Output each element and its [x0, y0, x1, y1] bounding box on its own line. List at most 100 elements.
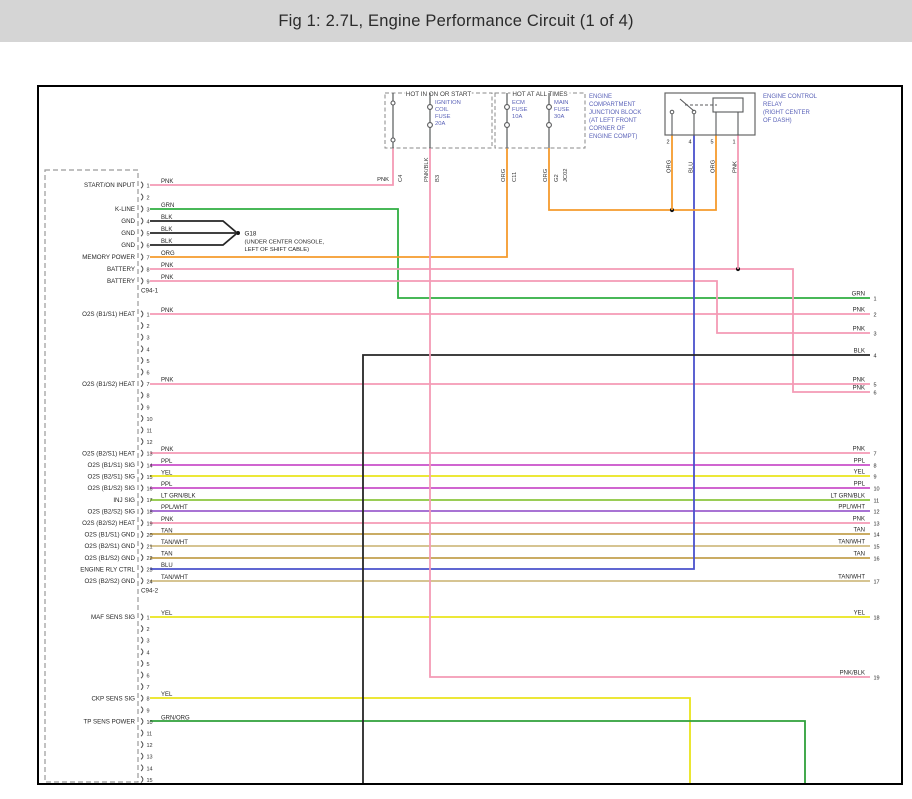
pin-number: 15	[147, 475, 153, 481]
pin-bracket	[140, 683, 144, 691]
pin-bracket	[140, 764, 144, 772]
pin-number: 21	[147, 545, 153, 551]
pin-bracket	[140, 277, 144, 285]
wire-ground-feed	[362, 354, 870, 783]
drop-wire-color-label: ORG	[543, 168, 549, 182]
edge-wire-number: 2	[874, 313, 877, 319]
wire-main-fuse-feed	[548, 135, 717, 211]
pin-label: O2S (B2/S1) GND	[84, 543, 135, 550]
pin-bracket	[140, 577, 144, 585]
figure-title-bar: Fig 1: 2.7L, Engine Performance Circuit …	[0, 0, 912, 42]
fuse-label: FUSE	[435, 114, 451, 120]
wire-color-label: YEL	[161, 692, 173, 698]
relay-label: ENGINE CONTROL	[763, 94, 818, 100]
pin-number: 8	[147, 697, 150, 703]
pin-number: 3	[147, 208, 150, 214]
pin-bracket	[140, 426, 144, 434]
edge-wire-color-label: TAN/WHT	[838, 540, 865, 546]
pin-label: O2S (B1/S2) GND	[84, 555, 135, 562]
edge-wire-color-label: PNK	[853, 327, 865, 333]
pin-number: 4	[147, 650, 150, 656]
wire-color-label: TAN	[161, 552, 173, 558]
pin-label: BATTERY	[107, 266, 135, 273]
wiring-diagram-canvas: GRN 1 PNK 2 PNK 3 BLK 4 PNK 5 PNK 6 PNK 7 PPL 8 YEL 9 PPL 1…	[37, 85, 903, 785]
pin-number: 5	[147, 359, 150, 365]
fuse-label: ECM	[512, 100, 525, 106]
pin-bracket	[140, 265, 144, 273]
link-terminal	[390, 100, 396, 106]
relay-contact	[669, 109, 675, 115]
relay-pin-number: 4	[688, 140, 691, 146]
edge-wire-color-label: TAN/WHT	[838, 575, 865, 581]
pin-number: 23	[147, 568, 153, 574]
pin-number: 20	[147, 533, 153, 539]
pin-number: 2	[147, 196, 150, 202]
wire-color-label: PNK	[161, 378, 173, 384]
pin-label: O2S (B1/S1) GND	[84, 532, 135, 539]
pin-number: 5	[147, 232, 150, 238]
pin-label: MEMORY POWER	[82, 254, 135, 261]
relay-pin-number: 1	[732, 140, 735, 146]
edge-wire-color-label: BLK	[854, 349, 865, 355]
pin-bracket	[140, 729, 144, 737]
wire-ign-coil-feed	[429, 148, 870, 678]
wire-k-line	[150, 208, 870, 299]
edge-wire-color-label: YEL	[854, 470, 866, 476]
bus-label: HOT IN ON OR START	[406, 91, 472, 98]
pin-number: 8	[147, 394, 150, 400]
pin-label: O2S (B2/S2) HEAT	[82, 520, 135, 527]
wire-color-label: BLK	[161, 239, 172, 245]
pin-number: 11	[147, 429, 153, 435]
wire-color-label: TAN	[161, 528, 173, 534]
pin-number: 13	[147, 755, 153, 761]
wire-color-label: TAN/WHT	[161, 575, 188, 581]
edge-wire-color-label: PPL	[854, 459, 866, 465]
relay-pin-color-label: PNK	[733, 161, 739, 173]
drop-connector-id: C11	[512, 172, 518, 182]
fuse-label: MAIN	[554, 100, 569, 106]
pin-bracket	[140, 694, 144, 702]
pin-bracket	[140, 717, 144, 725]
fuse-label: IGNITION	[435, 100, 461, 106]
wire-color-label: GRN/ORG	[161, 715, 190, 721]
pin-label: K-LINE	[115, 206, 135, 213]
relay-pin-color-label: ORG	[667, 159, 673, 173]
edge-wire-color-label: PPL	[854, 482, 866, 488]
pin-bracket	[140, 625, 144, 633]
pin-bracket	[140, 229, 144, 237]
pin-number: 9	[147, 708, 150, 714]
relay-coil	[712, 97, 744, 113]
pin-number: 15	[147, 778, 153, 784]
relay-pin-number: 5	[710, 140, 713, 146]
drop-connector-id: B3	[435, 175, 441, 182]
pin-bracket	[140, 472, 144, 480]
drop-connector-id: JC02	[563, 168, 569, 182]
junction-block-label: ENGINE COMPT)	[589, 134, 637, 140]
pin-bracket	[140, 322, 144, 330]
pin-bracket	[140, 403, 144, 411]
pin-bracket	[140, 356, 144, 364]
wire-engine-rly-ctrl	[150, 135, 695, 570]
pin-number: 12	[147, 440, 153, 446]
wire-color-label: PPL	[161, 459, 173, 465]
pin-number: 9	[147, 280, 150, 286]
pin-bracket	[140, 648, 144, 656]
wire-color-label: BLK	[161, 215, 172, 221]
edge-wire-color-label: PNK/BLK	[840, 671, 865, 677]
edge-wire-color-label: PPL/WHT	[838, 505, 865, 511]
pin-bracket	[140, 438, 144, 446]
pin-number: 7	[147, 685, 150, 691]
wire-color-label: PNK	[161, 447, 173, 453]
edge-wire-number: 14	[874, 533, 880, 539]
junction-block-label: (AT LEFT FRONT	[589, 118, 637, 124]
pin-number: 14	[147, 766, 153, 772]
pin-label: O2S (B2/S2) GND	[84, 578, 135, 585]
pin-bracket	[140, 181, 144, 189]
edge-wire-number: 1	[874, 297, 877, 303]
relay-label: (RIGHT CENTER	[763, 110, 811, 116]
edge-wire-number: 4	[874, 354, 877, 360]
pin-bracket	[140, 671, 144, 679]
pin-bracket	[140, 484, 144, 492]
pin-number: 10	[147, 417, 153, 423]
edge-wire-number: 8	[874, 464, 877, 470]
